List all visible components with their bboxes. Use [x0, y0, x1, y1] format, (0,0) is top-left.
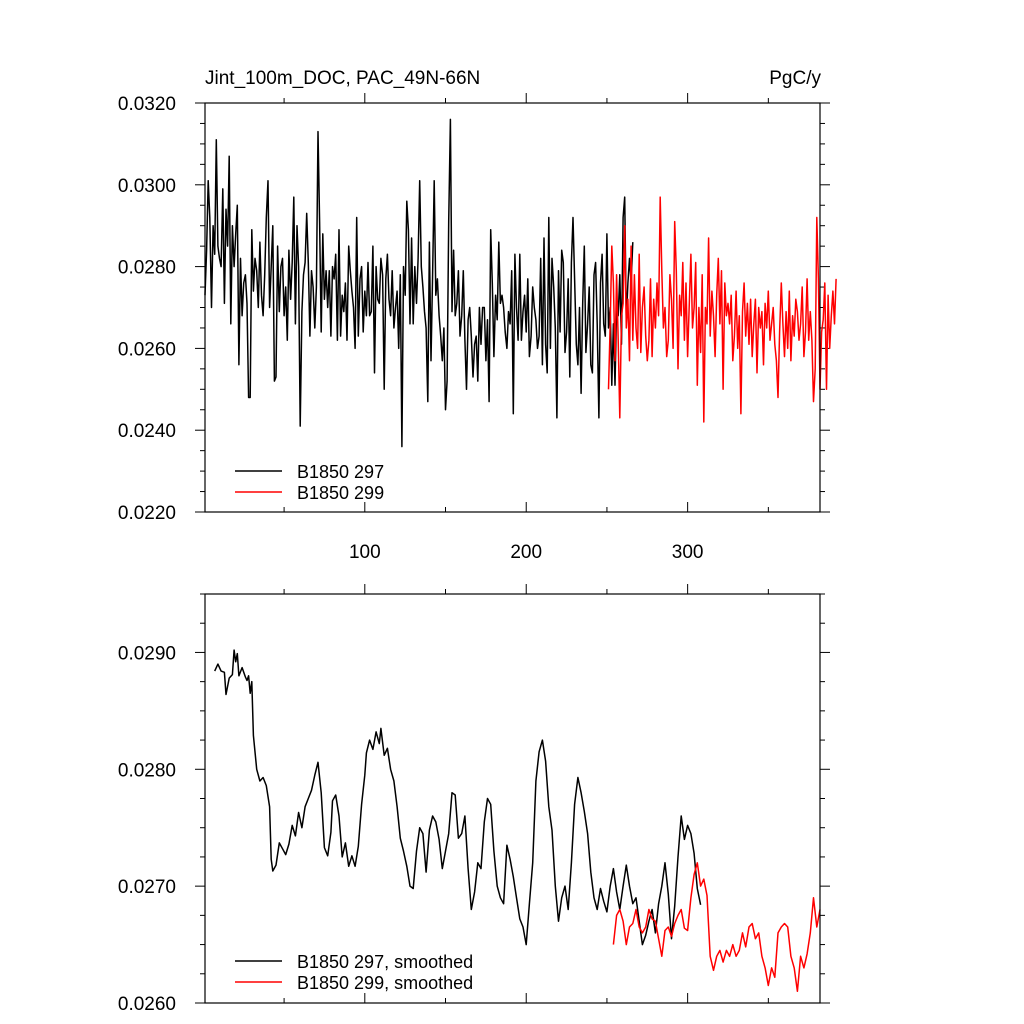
top-x-tick-label: 100	[349, 542, 381, 563]
series-line-b1850-299-smoothed	[612, 862, 821, 993]
legend-label-b1850-299-smoothed: B1850 299, smoothed	[297, 973, 473, 993]
bottom-y-tick-labels: 0.0260 0.0270 0.0280 0.0290	[118, 643, 176, 1015]
top-y-tick-label: 0.0320	[118, 94, 176, 115]
top-x-tick-labels: 100 200 300	[349, 542, 704, 563]
bottom-axis-ticks	[195, 584, 830, 1004]
chart-title: Jint_100m_DOC, PAC_49N-66N	[205, 68, 480, 89]
legend-label-b1850-297: B1850 297	[297, 462, 384, 482]
bottom-series	[214, 649, 821, 993]
legend-label-b1850-299: B1850 299	[297, 483, 384, 503]
top-y-tick-label: 0.0300	[118, 176, 176, 197]
top-legend: B1850 297 B1850 299	[235, 462, 384, 503]
series-line-b1850-299	[607, 196, 837, 423]
bottom-y-tick-label: 0.0260	[118, 994, 176, 1015]
bottom-y-tick-label: 0.0290	[118, 643, 176, 664]
legend-label-b1850-297-smoothed: B1850 297, smoothed	[297, 952, 473, 972]
top-series	[204, 118, 837, 448]
top-y-tick-label: 0.0220	[118, 503, 176, 524]
top-x-tick-label: 200	[510, 542, 542, 563]
bottom-y-tick-label: 0.0280	[118, 760, 176, 781]
bottom-plot-frame	[204, 593, 821, 1004]
series-line-b1850-297	[204, 118, 634, 448]
units-label: PgC/y	[769, 68, 821, 89]
top-y-tick-label: 0.0260	[118, 339, 176, 360]
top-plot-frame	[204, 102, 821, 513]
top-y-tick-label: 0.0240	[118, 421, 176, 442]
top-y-tick-labels: 0.0220 0.0240 0.0260 0.0280 0.0300 0.0320	[118, 94, 176, 524]
top-axis-ticks	[195, 93, 830, 513]
series-line-b1850-297-smoothed	[214, 649, 702, 946]
bottom-panel: 0.0260 0.0270 0.0280 0.0290 B1850 297, smoo…	[118, 584, 830, 1015]
top-x-tick-label: 300	[672, 542, 704, 563]
top-y-tick-label: 0.0280	[118, 258, 176, 279]
top-panel: Jint_100m_DOC, PAC_49N-66N PgC/y 0.02200…	[118, 68, 837, 563]
bottom-legend: B1850 297, smoothed B1850 299, smoothed	[235, 952, 473, 993]
bottom-y-tick-label: 0.0270	[118, 877, 176, 898]
